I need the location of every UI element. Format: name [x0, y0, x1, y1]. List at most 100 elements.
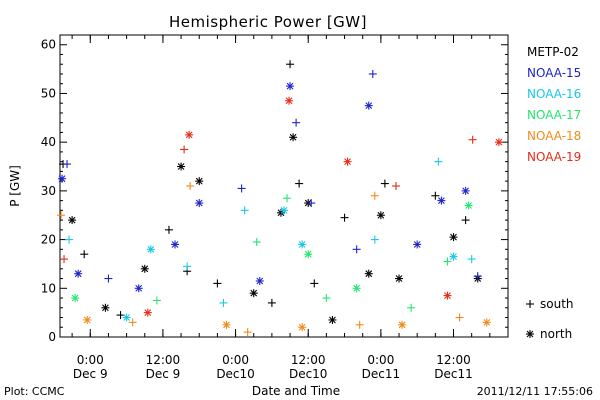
data-point-metp-02-north: [249, 289, 258, 298]
data-point-noaa-15-south: [307, 199, 316, 208]
x-tick-date: Dec11: [362, 367, 401, 381]
data-point-noaa-19-north: [143, 308, 152, 317]
data-point-metp-02-north: [328, 315, 337, 324]
chart-title: Hemispheric Power [GW]: [169, 13, 367, 31]
data-point-noaa-16-north: [122, 313, 131, 322]
data-point-noaa-19-north: [185, 130, 194, 139]
x-tick-time: 12:00: [436, 353, 471, 367]
data-point-noaa-15-south: [352, 245, 361, 254]
data-point-noaa-17-south: [283, 194, 292, 203]
data-point-noaa-16-north: [280, 206, 288, 215]
marker-legend-label-north: north: [540, 327, 572, 341]
x-tick-time: 12:00: [146, 353, 181, 367]
data-point-noaa-15-south: [104, 274, 113, 283]
data-point-noaa-17-south: [152, 296, 161, 305]
data-point-noaa-15-north: [437, 196, 446, 205]
data-point-noaa-15-south: [473, 272, 482, 281]
data-point-noaa-18-south: [455, 313, 464, 322]
data-point-noaa-19-north: [443, 291, 452, 300]
data-point-metp-02-south: [267, 298, 276, 307]
marker-legend-symbol-south: [526, 300, 534, 308]
data-point-noaa-16-south: [370, 235, 379, 244]
data-point-noaa-16-south: [240, 206, 249, 215]
data-point-noaa-15-north: [364, 101, 373, 110]
data-point-noaa-15-south: [368, 69, 377, 78]
data-point-noaa-15-north: [134, 284, 143, 293]
x-axis-label: Date and Time: [252, 384, 340, 398]
data-point-metp-02-north: [364, 269, 373, 278]
data-point-metp-02-south: [286, 60, 295, 69]
data-point-noaa-18-north: [222, 320, 231, 329]
footer-credit: Plot: CCMC: [4, 385, 65, 398]
data-point-metp-02-south: [213, 279, 222, 288]
data-point-metp-02-north: [177, 162, 186, 171]
legend-entry-noaa-15: NOAA-15: [527, 66, 581, 80]
legend-entry-noaa-19: NOAA-19: [527, 150, 581, 164]
data-point-metp-02-north: [449, 233, 458, 242]
data-point-noaa-15-north: [413, 240, 422, 249]
x-tick-time: 0:00: [222, 353, 249, 367]
data-point-metp-02-south: [80, 250, 89, 259]
data-points: [57, 60, 503, 337]
data-point-noaa-16-south: [65, 235, 74, 244]
data-point-noaa-17-south: [407, 303, 416, 312]
data-point-noaa-15-south: [292, 118, 301, 127]
data-point-noaa-15-north: [461, 186, 470, 195]
legend-entry-noaa-16: NOAA-16: [527, 87, 581, 101]
data-point-noaa-16-north: [146, 245, 155, 254]
data-point-metp-02-north: [101, 303, 110, 312]
data-point-noaa-15-north: [195, 199, 204, 208]
data-point-noaa-18-south: [186, 182, 195, 190]
data-point-noaa-18-south: [355, 320, 364, 329]
data-point-noaa-19-south: [60, 255, 69, 264]
data-point-metp-02-south: [295, 179, 304, 188]
data-point-noaa-18-south: [243, 328, 252, 337]
data-point-noaa-18-south: [128, 318, 137, 327]
data-point-noaa-18-north: [83, 315, 92, 324]
data-point-noaa-15-north: [171, 240, 180, 249]
data-point-noaa-15-north: [255, 276, 264, 285]
x-tick-time: 0:00: [367, 353, 394, 367]
data-point-noaa-19-north: [494, 138, 503, 147]
footer-timestamp: 2011/12/11 17:55:06: [477, 385, 593, 398]
data-point-noaa-17-south: [252, 238, 261, 247]
marker-legend: south north: [526, 297, 574, 341]
data-point-noaa-17-south: [322, 294, 331, 303]
data-point-noaa-19-south: [468, 135, 477, 144]
plot-frame: [59, 34, 509, 338]
data-point-metp-02-north: [395, 274, 404, 283]
data-point-metp-02-south: [310, 279, 319, 288]
marker-legend-label-south: south: [540, 297, 574, 311]
data-point-metp-02-north: [289, 133, 298, 142]
data-point-metp-02-south: [340, 213, 349, 222]
data-point-noaa-17-south: [443, 257, 452, 266]
data-point-metp-02-south: [164, 225, 173, 234]
data-point-noaa-17-north: [304, 250, 313, 259]
y-tick-label: 10: [41, 281, 56, 295]
marker-legend-symbol-north: [526, 330, 534, 338]
x-tick-date: Dec 9: [146, 367, 181, 381]
data-point-metp-02-north: [195, 177, 204, 186]
y-tick-label: 0: [48, 330, 56, 344]
y-axis: 0 10 20 30 40 50 60: [41, 34, 508, 344]
data-point-noaa-19-south: [392, 182, 400, 190]
data-point-noaa-17-north: [352, 284, 361, 293]
legend-entry-noaa-17: NOAA-17: [527, 108, 581, 122]
y-tick-label: 40: [41, 135, 56, 149]
data-point-metp-02-south: [431, 191, 440, 200]
data-point-noaa-16-south: [219, 298, 228, 307]
data-point-noaa-16-south: [467, 255, 476, 264]
y-tick-label: 20: [41, 233, 56, 247]
data-point-noaa-18-north: [482, 318, 491, 327]
data-point-noaa-19-north: [285, 96, 294, 105]
data-point-metp-02-south: [116, 311, 125, 320]
data-point-noaa-18-south: [57, 211, 66, 220]
data-point-noaa-18-north: [398, 320, 407, 329]
y-tick-label: 60: [41, 38, 56, 52]
data-point-noaa-17-north: [71, 294, 80, 303]
data-point-metp-02-north: [68, 216, 77, 225]
legend-entry-metp-02: METP-02: [527, 45, 579, 59]
data-point-noaa-16-south: [434, 157, 443, 166]
